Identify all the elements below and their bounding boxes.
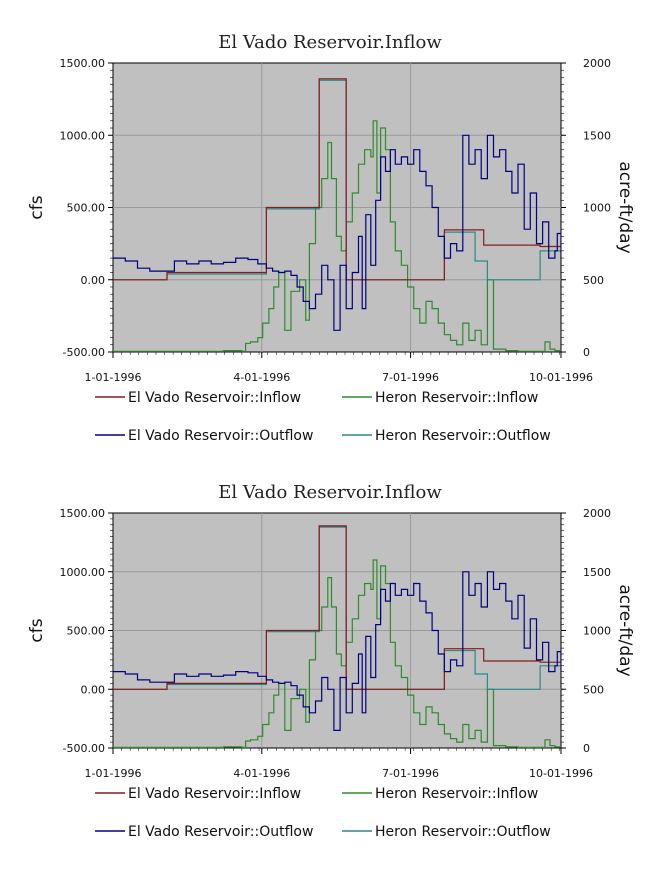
y-tick-label: 0.00 [81, 274, 106, 287]
legend-label: Heron Reservoir::Inflow [375, 390, 538, 406]
y2-tick-label: 1000 [583, 202, 611, 215]
legend-label: El Vado Reservoir::Outflow [128, 824, 313, 840]
y2-tick-label: 1500 [583, 129, 611, 142]
legend-label: Heron Reservoir::Outflow [375, 824, 551, 840]
x-tick-label: 1-01-1996 [85, 767, 142, 780]
y-tick-label: 1000.00 [60, 129, 106, 142]
y-tick-label: -500.00 [63, 742, 105, 755]
x-tick-label: 1-01-1996 [85, 371, 142, 384]
y-tick-label: 500.00 [67, 625, 106, 638]
y2-tick-label: 0 [583, 742, 590, 755]
y-tick-label: 1000.00 [60, 566, 106, 579]
series-line-3 [113, 571, 561, 731]
legend-label: Heron Reservoir::Outflow [375, 428, 551, 444]
x-tick-label: 4-01-1996 [233, 767, 290, 780]
series-line-3 [113, 134, 561, 331]
legend-label: El Vado Reservoir::Inflow [128, 390, 301, 406]
y2-tick-label: 1500 [583, 566, 611, 579]
x-tick-label: 7-01-1996 [382, 371, 439, 384]
x-tick-label: 10-01-1996 [529, 371, 593, 384]
y-tick-label: 0.00 [81, 683, 106, 696]
series-line-2 [113, 120, 561, 352]
y-tick-label: -500.00 [63, 346, 105, 359]
legend-label: Heron Reservoir::Inflow [375, 786, 538, 802]
y2-axis-label: acre-ft/day [615, 161, 635, 253]
x-tick-label: 4-01-1996 [233, 371, 290, 384]
y2-tick-label: 500 [583, 274, 604, 287]
legend-label: El Vado Reservoir::Outflow [128, 428, 313, 444]
y2-tick-label: 0 [583, 346, 590, 359]
chart-title: El Vado Reservoir.Inflow [218, 32, 442, 53]
chart-2: El Vado Reservoir.Inflow 1500.00 1000.00 50… [27, 482, 635, 840]
y2-tick-label: 2000 [583, 507, 611, 520]
x-tick-label: 7-01-1996 [382, 767, 439, 780]
y-tick-label: 1500.00 [60, 57, 106, 70]
y2-tick-label: 2000 [583, 57, 611, 70]
chart-1: El Vado Reservoir.Inflow 1500.00 1000.00 50… [27, 32, 635, 444]
y-tick-label: 1500.00 [60, 507, 106, 520]
series-line-1 [113, 525, 561, 690]
y-axis-label: cfs [27, 618, 47, 642]
y2-tick-label: 500 [583, 683, 604, 696]
y2-tick-label: 1000 [583, 625, 611, 638]
series-line-1 [113, 78, 561, 281]
y2-axis-label: acre-ft/day [615, 584, 635, 676]
y-axis-label: cfs [27, 195, 47, 219]
legend-label: El Vado Reservoir::Inflow [128, 786, 301, 802]
series-line-2 [113, 559, 561, 748]
y-tick-label: 500.00 [67, 202, 106, 215]
chart-title: El Vado Reservoir.Inflow [218, 482, 442, 503]
x-tick-label: 10-01-1996 [529, 767, 593, 780]
